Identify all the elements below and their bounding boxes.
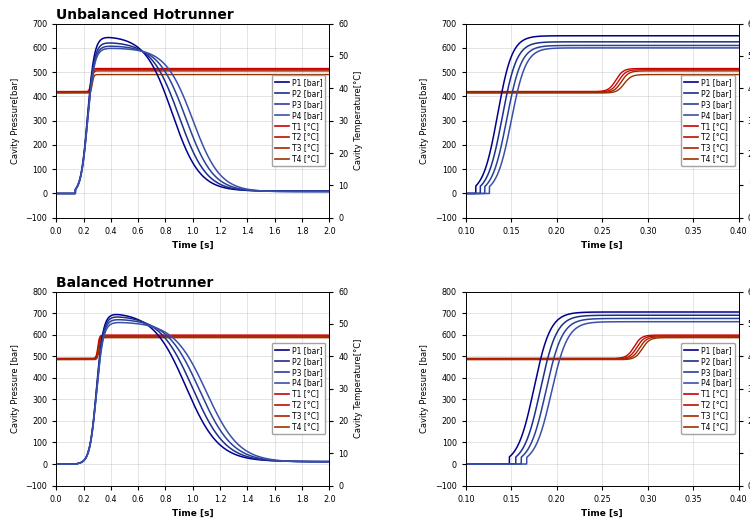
Text: Balanced Hotrunner: Balanced Hotrunner bbox=[56, 276, 214, 290]
Y-axis label: Cavity Pressure [bar]: Cavity Pressure [bar] bbox=[421, 344, 430, 433]
Legend: P1 [bar], P2 [bar], P3 [bar], P4 [bar], T1 [°C], T2 [°C], T3 [°C], T4 [°C]: P1 [bar], P2 [bar], P3 [bar], P4 [bar], … bbox=[272, 343, 326, 434]
Y-axis label: Cavity Pressure[bar]: Cavity Pressure[bar] bbox=[11, 78, 20, 164]
Y-axis label: Cavity Pressure[bar]: Cavity Pressure[bar] bbox=[421, 78, 430, 164]
X-axis label: Time [s]: Time [s] bbox=[172, 242, 214, 250]
Legend: P1 [bar], P2 [bar], P3 [bar], P4 [bar], T1 [°C], T2 [°C], T3 [°C], T4 [°C]: P1 [bar], P2 [bar], P3 [bar], P4 [bar], … bbox=[681, 343, 735, 434]
X-axis label: Time [s]: Time [s] bbox=[172, 509, 214, 518]
Text: Unbalanced Hotrunner: Unbalanced Hotrunner bbox=[56, 8, 234, 23]
X-axis label: Time [s]: Time [s] bbox=[581, 242, 623, 250]
Y-axis label: Cavity Temperature[°C]: Cavity Temperature[°C] bbox=[354, 71, 363, 171]
Y-axis label: Cavity Temperature[°C]: Cavity Temperature[°C] bbox=[354, 339, 363, 438]
Y-axis label: Cavity Pressure [bar]: Cavity Pressure [bar] bbox=[11, 344, 20, 433]
Legend: P1 [bar], P2 [bar], P3 [bar], P4 [bar], T1 [°C], T2 [°C], T3 [°C], T4 [°C]: P1 [bar], P2 [bar], P3 [bar], P4 [bar], … bbox=[681, 75, 735, 166]
Legend: P1 [bar], P2 [bar], P3 [bar], P4 [bar], T1 [°C], T2 [°C], T3 [°C], T4 [°C]: P1 [bar], P2 [bar], P3 [bar], P4 [bar], … bbox=[272, 75, 326, 166]
X-axis label: Time [s]: Time [s] bbox=[581, 509, 623, 518]
